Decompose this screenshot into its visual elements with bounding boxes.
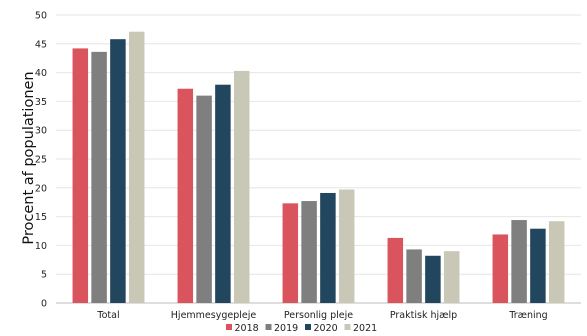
bars-group [72, 31, 565, 304]
bar-2019-0 [91, 51, 107, 303]
legend: 2018 2019 2020 2021 [226, 323, 377, 334]
bar-2018-0 [72, 48, 89, 303]
y-tick-label: 25 [35, 155, 47, 166]
bar-2018-4 [492, 234, 509, 303]
legend-label: 2019 [274, 323, 298, 334]
y-tick-label: 10 [35, 241, 47, 252]
y-tick-label: 0 [41, 299, 47, 310]
bar-2020-4 [530, 228, 546, 303]
bar-2018-1 [177, 88, 194, 303]
bar-2018-2 [282, 203, 299, 303]
bar-2019-4 [511, 220, 527, 303]
legend-swatch-2018 [226, 324, 232, 330]
x-category-label: Praktisk hjælp [390, 310, 457, 321]
x-category-label: Hjemmesygepleje [171, 310, 257, 321]
bar-2019-3 [406, 249, 422, 303]
bar-2019-1 [196, 95, 212, 303]
y-tick-label: 15 [35, 212, 47, 223]
bar-2019-2 [301, 201, 317, 303]
y-tick-label: 40 [35, 68, 47, 79]
bar-2020-0 [110, 39, 126, 303]
legend-swatch-2019 [265, 324, 272, 330]
y-tick-label: 35 [35, 97, 47, 108]
legend-label: 2021 [353, 323, 377, 334]
bar-2021-3 [443, 251, 460, 303]
y-tick-label: 45 [35, 39, 47, 50]
y-tick-label: 20 [35, 183, 47, 194]
legend-label: 2018 [235, 323, 259, 334]
legend-swatch-2021 [344, 324, 351, 330]
y-tick-label: 30 [35, 126, 47, 137]
bar-2021-0 [128, 31, 145, 303]
x-category-label: Total [96, 310, 119, 321]
y-tick-label: 5 [41, 270, 47, 281]
x-category-label: Personlig pleje [284, 310, 353, 321]
bar-2021-1 [233, 70, 250, 304]
x-category-label: Træning [508, 310, 547, 321]
y-tick-label: 50 [35, 11, 47, 22]
bar-2020-3 [425, 255, 441, 303]
y-tick-labels: 0 5 10 15 20 25 30 35 40 45 50 [35, 11, 47, 310]
legend-swatch-2020 [305, 324, 311, 330]
y-axis-title: Procent af populationen [21, 71, 37, 244]
legend-label: 2020 [314, 323, 338, 334]
bar-2020-1 [215, 84, 231, 303]
bar-2021-4 [548, 221, 565, 303]
bar-2018-3 [387, 237, 404, 303]
bar-2021-2 [338, 189, 355, 303]
x-category-labels: Total Hjemmesygepleje Personlig pleje Prakt… [96, 310, 547, 321]
bar-2020-2 [320, 192, 336, 303]
